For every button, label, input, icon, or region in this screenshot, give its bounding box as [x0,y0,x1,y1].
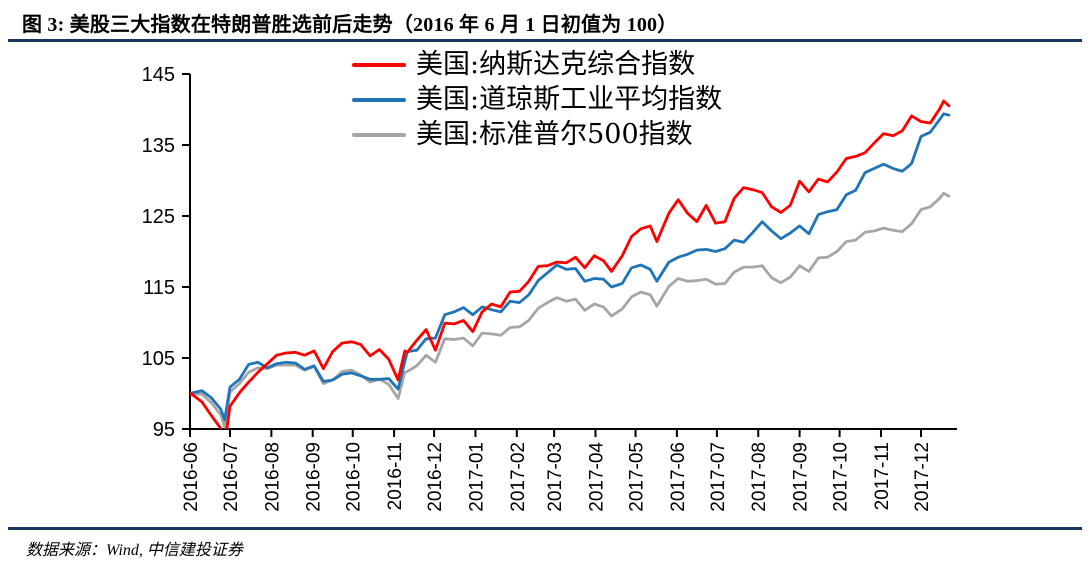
x-tick-label: 2016-06 [181,442,202,512]
x-tick-label: 2017-05 [627,442,648,512]
y-tick-label: 105 [142,348,175,370]
x-tick-label: 2017-04 [587,442,608,512]
x-tick-label: 2017-11 [872,442,893,510]
legend-item-nasdaq: 美国:纳斯达克综合指数 [352,47,722,82]
footer-divider [8,527,1082,530]
legend-item-sp500: 美国:标准普尔500指数 [352,117,722,152]
x-tick-label: 2017-10 [831,442,852,512]
x-tick-label: 2016-11 [385,442,406,510]
y-tick-label: 115 [143,277,175,299]
x-tick-label: 2017-03 [545,442,566,512]
x-tick-label: 2017-12 [912,442,933,512]
figure-title: 图 3: 美股三大指数在特朗普胜选前后走势（2016 年 6 月 1 日初值为 … [22,14,678,36]
x-tick-label: 2016-08 [262,442,283,512]
dowjones-line-swatch-icon [352,97,406,102]
data-source-note: 数据来源：Wind, 中信建投证券 [26,542,243,559]
x-tick-label: 2017-08 [749,442,770,512]
x-tick-label: 2017-09 [791,442,812,512]
sp500-line-swatch-icon [352,132,406,137]
legend-label-sp500: 美国:标准普尔500指数 [416,119,693,150]
sp500-line [190,191,951,429]
x-tick-label: 2017-01 [466,442,487,512]
dowjones-line [190,112,951,422]
nasdaq-line [190,99,951,429]
x-tick-label: 2017-07 [708,442,729,512]
legend-label-dowjones: 美国:道琼斯工业平均指数 [416,84,723,115]
y-tick-label: 125 [142,206,175,228]
y-tick-label: 95 [153,419,175,441]
x-tick-label: 2017-06 [668,442,689,512]
legend-item-dowjones: 美国:道琼斯工业平均指数 [352,82,722,117]
x-tick-label: 2016-12 [425,442,446,512]
y-tick-label: 135 [142,135,175,157]
title-divider [8,39,1082,42]
x-tick-label: 2017-02 [508,442,529,512]
nasdaq-line-swatch-icon [352,62,406,67]
y-tick-label: 145 [142,64,175,86]
x-tick-label: 2016-07 [221,442,242,512]
chart-legend: 美国:纳斯达克综合指数 美国:道琼斯工业平均指数 美国:标准普尔500指数 [352,47,722,152]
x-tick-label: 2016-09 [304,442,325,512]
x-tick-label: 2016-10 [344,442,365,512]
legend-label-nasdaq: 美国:纳斯达克综合指数 [416,49,696,80]
